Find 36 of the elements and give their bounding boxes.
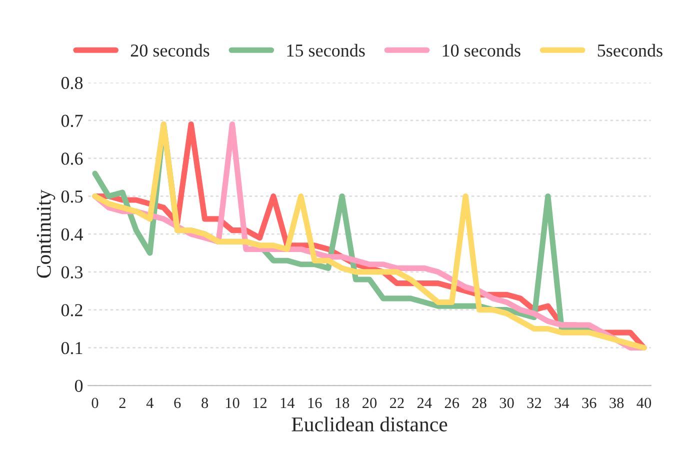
legend-label: 15 seconds: [287, 44, 365, 57]
legend-label: 10 seconds: [442, 44, 520, 57]
y-axis-title: Continuity: [36, 190, 56, 278]
x-tick-label: 38: [610, 398, 624, 408]
x-tick-label: 16: [308, 398, 322, 408]
x-tick-label: 22: [390, 398, 404, 408]
x-tick-label: 34: [554, 398, 570, 408]
x-tick-label: 6: [174, 398, 181, 408]
x-tick-label: 12: [253, 398, 267, 408]
x-tick-label: 8: [202, 398, 208, 408]
x-tick-label: 0: [92, 398, 98, 408]
x-tick-label: 28: [472, 398, 486, 408]
legend-label: 5seconds: [598, 44, 662, 57]
y-tick-label: 0.5: [61, 190, 83, 203]
x-tick-label: 2: [119, 398, 126, 408]
x-tick-label: 40: [636, 398, 652, 408]
x-tick-label: 14: [280, 398, 295, 408]
x-tick-label: 36: [582, 398, 596, 408]
y-tick-label: 0.1: [61, 342, 82, 354]
x-axis-title: Euclidean distance: [292, 416, 448, 432]
y-tick-label: 0: [74, 380, 83, 392]
y-tick-label: 0.4: [61, 228, 83, 241]
x-tick-label: 24: [417, 398, 432, 408]
x-tick-label: 10: [226, 398, 240, 408]
x-tick-label: 20: [362, 398, 377, 408]
y-tick-label: 0.7: [61, 114, 83, 128]
y-tick-label: 0.2: [61, 304, 82, 316]
y-tick-label: 0.3: [61, 266, 83, 278]
x-tick-label: 26: [444, 398, 460, 408]
y-tick-label: 0.6: [61, 152, 83, 165]
legend-label: 20 seconds: [130, 44, 210, 57]
x-tick-label: 4: [146, 398, 154, 408]
y-tick-label: 0.8: [61, 76, 83, 90]
x-tick-label: 18: [336, 398, 350, 408]
x-tick-label: 32: [527, 398, 542, 408]
x-tick-label: 30: [500, 398, 514, 408]
